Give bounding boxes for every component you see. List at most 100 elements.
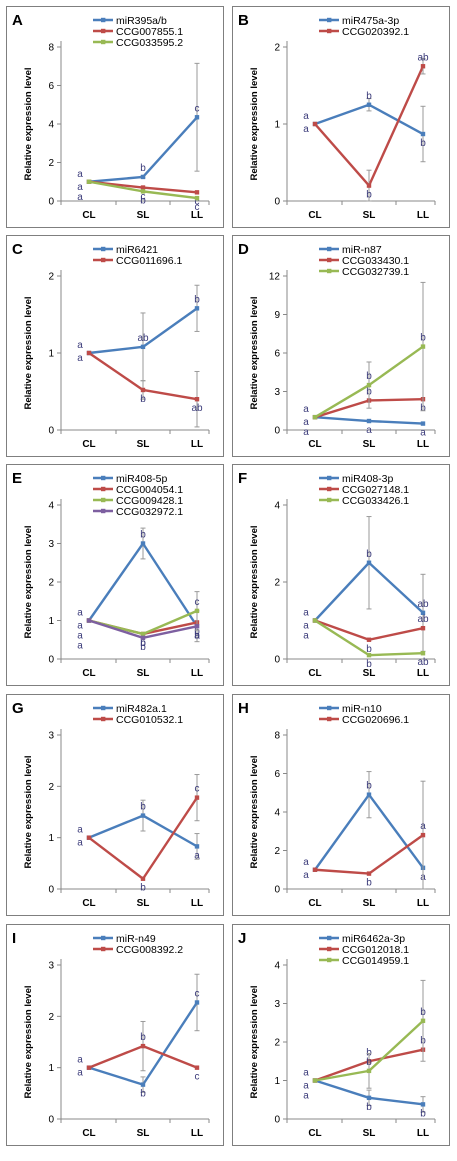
significance-label: a: [194, 630, 200, 641]
data-point: [194, 306, 200, 311]
y-tick-label: 4: [274, 501, 280, 512]
y-tick-label: 2: [48, 1012, 54, 1023]
panel-g: G Relative expression level 0 1 2 3 CL SL LL a b a a…: [6, 694, 224, 916]
legend-label: CCG011696.1: [116, 255, 183, 267]
x-tick-label: SL: [137, 898, 150, 909]
significance-label: a: [77, 340, 83, 351]
significance-label: b: [140, 802, 146, 813]
x-tick-label: CL: [82, 1128, 95, 1139]
data-point: [420, 1018, 426, 1024]
legend-label: miR408-5p: [116, 473, 168, 485]
legend-label: miR-n87: [342, 244, 382, 256]
x-tick-label: SL: [363, 210, 376, 221]
x-tick-label: SL: [363, 898, 376, 909]
data-point: [140, 541, 146, 546]
significance-label: b: [140, 1089, 146, 1100]
significance-label: ab: [417, 52, 429, 63]
data-point: [140, 174, 146, 180]
data-point: [194, 1000, 200, 1005]
y-tick-label: 3: [274, 387, 280, 398]
legend-marker: [101, 17, 106, 23]
significance-label: a: [303, 1081, 309, 1092]
significance-label: c: [195, 103, 200, 114]
significance-label: b: [420, 138, 426, 149]
data-point: [366, 871, 372, 876]
panel-b: B Relative expression level 0 1 2 CL SL LL a b b a b…: [232, 6, 450, 228]
x-tick-label: CL: [82, 210, 95, 221]
significance-label: a: [77, 1055, 83, 1066]
legend-label: miR6421: [116, 244, 158, 256]
legend-label: miR482a.1: [116, 703, 167, 715]
legend-marker: [101, 508, 106, 514]
chart-svg-i: I Relative expression level 0 1 2 3 CL SL LL a b c a…: [12, 930, 210, 1139]
legend-marker: [327, 17, 332, 23]
data-point: [366, 652, 372, 658]
data-point: [366, 382, 372, 388]
y-tick-label: 3: [274, 999, 280, 1010]
significance-label: a: [77, 182, 83, 193]
y-tick-label: 8: [48, 43, 54, 54]
x-tick-label: CL: [308, 210, 321, 221]
legend-label: miR6462a-3p: [342, 933, 405, 945]
legend-marker: [327, 705, 332, 711]
data-point: [140, 185, 146, 190]
y-tick-label: 2: [48, 578, 54, 589]
significance-label: b: [140, 883, 146, 894]
data-point: [420, 344, 426, 349]
y-axis-label: Relative expression level: [23, 525, 34, 638]
panel-c: C Relative expression level 0 1 2 CL SL LL a ab b a…: [6, 235, 224, 457]
y-tick-label: 6: [48, 81, 54, 92]
significance-label: a: [77, 1068, 83, 1079]
y-tick-label: 0: [48, 885, 54, 896]
significance-label: a: [420, 428, 426, 439]
legend-label: CCG032972.1: [116, 506, 183, 518]
y-tick-label: 1: [274, 1076, 280, 1087]
panel-label: H: [238, 700, 249, 717]
y-tick-label: 0: [274, 655, 280, 666]
y-tick-label: 3: [48, 539, 54, 550]
significance-label: a: [77, 631, 83, 642]
legend-label: CCG020392.1: [342, 26, 409, 38]
legend-label: CCG033430.1: [342, 255, 409, 267]
data-point: [312, 121, 318, 127]
legend-marker: [101, 28, 106, 34]
x-tick-label: LL: [191, 1128, 203, 1139]
y-tick-label: 2: [274, 578, 280, 589]
significance-label: c: [195, 597, 200, 608]
y-tick-label: 0: [48, 1115, 54, 1126]
y-tick-label: 0: [274, 1115, 280, 1126]
y-tick-label: 0: [274, 426, 280, 437]
significance-label: a: [77, 353, 83, 364]
y-tick-label: 1: [48, 349, 54, 360]
data-point: [366, 418, 372, 424]
legend-marker: [101, 716, 106, 722]
x-tick-label: LL: [191, 668, 203, 679]
panel-label: I: [12, 930, 16, 947]
x-tick-label: SL: [363, 668, 376, 679]
y-tick-label: 2: [48, 782, 54, 793]
significance-label: b: [140, 1032, 146, 1043]
significance-label: a: [303, 857, 309, 868]
significance-label: ab: [417, 599, 429, 610]
legend-label: CCG007855.1: [116, 26, 183, 38]
significance-label: b: [140, 642, 146, 653]
legend-marker: [101, 705, 106, 711]
significance-label: c: [195, 196, 200, 207]
x-tick-label: LL: [417, 210, 429, 221]
significance-label: b: [194, 626, 200, 637]
significance-label: c: [195, 988, 200, 999]
legend-label: CCG009428.1: [116, 495, 183, 507]
significance-label: a: [194, 850, 200, 861]
panel-label: F: [238, 470, 247, 487]
significance-label: c: [195, 1072, 200, 1083]
data-point: [420, 626, 426, 631]
data-point: [420, 421, 426, 426]
legend-label: CCG032739.1: [342, 266, 409, 278]
data-point: [86, 1065, 92, 1070]
y-tick-label: 0: [48, 197, 54, 208]
legend-label: CCG033426.1: [342, 495, 409, 507]
data-point: [140, 1082, 146, 1087]
